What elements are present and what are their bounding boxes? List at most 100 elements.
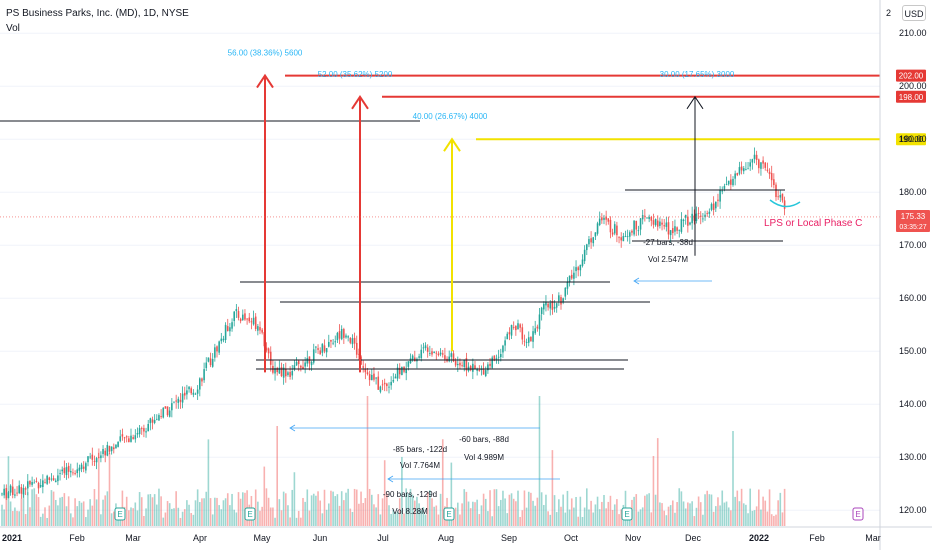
time-tick-label: 2021 bbox=[2, 533, 22, 543]
volume-bar bbox=[687, 502, 689, 526]
candle-body bbox=[648, 216, 650, 220]
candle-body bbox=[312, 349, 315, 363]
candle-body bbox=[300, 365, 302, 368]
time-tick-label: Sep bbox=[501, 533, 517, 543]
candle-body bbox=[747, 168, 749, 170]
currency-button[interactable]: USD bbox=[902, 5, 926, 21]
volume-bar bbox=[151, 497, 154, 526]
volume-bar bbox=[186, 500, 188, 526]
volume-bar bbox=[325, 509, 328, 526]
volume-bar bbox=[93, 489, 96, 526]
candle-body bbox=[603, 217, 605, 220]
candle-body bbox=[222, 338, 225, 341]
volume-bar bbox=[768, 489, 771, 526]
volume-bar bbox=[416, 496, 418, 526]
volume-bar bbox=[472, 501, 474, 526]
candle-body bbox=[521, 327, 524, 340]
price-tick-label: 140.00 bbox=[899, 399, 927, 409]
candle-body bbox=[652, 220, 655, 225]
price-tick-label: 190.00 bbox=[899, 134, 927, 144]
candle-body bbox=[525, 342, 528, 343]
candle-body bbox=[530, 336, 532, 342]
candle-body bbox=[734, 173, 736, 179]
volume-bar bbox=[388, 505, 390, 526]
volume-bar bbox=[465, 491, 468, 526]
candle-body bbox=[203, 369, 205, 381]
candle-body bbox=[3, 488, 5, 496]
candle-body bbox=[246, 318, 248, 320]
candle-body bbox=[183, 392, 186, 396]
volume-bar bbox=[190, 513, 192, 526]
candle-body bbox=[411, 355, 414, 361]
candle-body bbox=[353, 337, 356, 344]
range-vol-label: Vol 2.547M bbox=[648, 255, 688, 264]
volume-bar bbox=[730, 510, 732, 526]
volume-bar bbox=[11, 511, 14, 526]
volume-bar bbox=[239, 498, 242, 526]
price-tag-label: 198.00 bbox=[899, 93, 924, 102]
candle-body bbox=[687, 216, 689, 226]
candle-body bbox=[659, 221, 661, 226]
candle-body bbox=[168, 410, 171, 417]
candle-body bbox=[97, 457, 100, 458]
volume-bar bbox=[699, 502, 702, 526]
candle-body bbox=[609, 219, 612, 233]
volume-bar bbox=[721, 490, 724, 526]
range-bars-label: -85 bars, -122d bbox=[393, 445, 447, 454]
volume-bar bbox=[276, 426, 278, 526]
candle-body bbox=[753, 154, 756, 160]
candle-body bbox=[736, 173, 739, 176]
candle-body bbox=[678, 229, 681, 231]
volume-bar bbox=[70, 513, 72, 526]
candle-body bbox=[566, 281, 569, 289]
candle-body bbox=[250, 321, 253, 323]
volume-bar bbox=[590, 500, 592, 526]
candle-body bbox=[755, 154, 758, 160]
candle-body bbox=[257, 326, 259, 331]
volume-bar bbox=[358, 503, 360, 526]
time-tick-label: Jun bbox=[313, 533, 328, 543]
time-tick-label: Nov bbox=[625, 533, 642, 543]
candle-body bbox=[631, 230, 633, 233]
volume-bar bbox=[710, 494, 713, 526]
volume-bar bbox=[166, 501, 169, 526]
volume-bar bbox=[52, 491, 55, 526]
volume-bar bbox=[403, 513, 405, 526]
time-tick-label: Aug bbox=[438, 533, 454, 543]
candle-body bbox=[437, 353, 440, 356]
volume-bar bbox=[762, 496, 764, 526]
candle-body bbox=[119, 436, 122, 442]
volume-bar bbox=[753, 510, 756, 526]
candle-body bbox=[553, 306, 556, 309]
volume-bar bbox=[128, 510, 130, 526]
candle-body bbox=[379, 386, 382, 392]
time-tick-label: Apr bbox=[193, 533, 207, 543]
earnings-marker-box bbox=[244, 507, 256, 521]
candle-body bbox=[781, 193, 784, 201]
volume-bar bbox=[429, 490, 431, 526]
volume-bar bbox=[502, 490, 504, 526]
candle-body bbox=[661, 222, 663, 225]
candle-body bbox=[199, 378, 201, 390]
volume-bar bbox=[226, 493, 229, 526]
volume-bar bbox=[495, 489, 498, 526]
volume-bar bbox=[102, 499, 104, 526]
candle-body bbox=[57, 475, 59, 482]
volume-bar bbox=[459, 514, 461, 526]
candle-body bbox=[153, 419, 156, 423]
candle-body bbox=[349, 337, 352, 343]
volume-bar bbox=[22, 492, 25, 526]
volume-bar bbox=[65, 506, 68, 526]
volume-bar bbox=[82, 501, 85, 526]
candle-body bbox=[100, 455, 102, 459]
volume-label: Vol bbox=[6, 23, 20, 34]
candle-body bbox=[328, 341, 330, 347]
volume-bar bbox=[269, 507, 272, 526]
candle-body bbox=[91, 454, 94, 460]
volume-bar bbox=[194, 500, 197, 526]
candle-body bbox=[727, 180, 730, 185]
candle-body bbox=[536, 326, 539, 329]
scale-mode[interactable]: 2 bbox=[886, 8, 892, 18]
volume-bar bbox=[134, 502, 137, 526]
